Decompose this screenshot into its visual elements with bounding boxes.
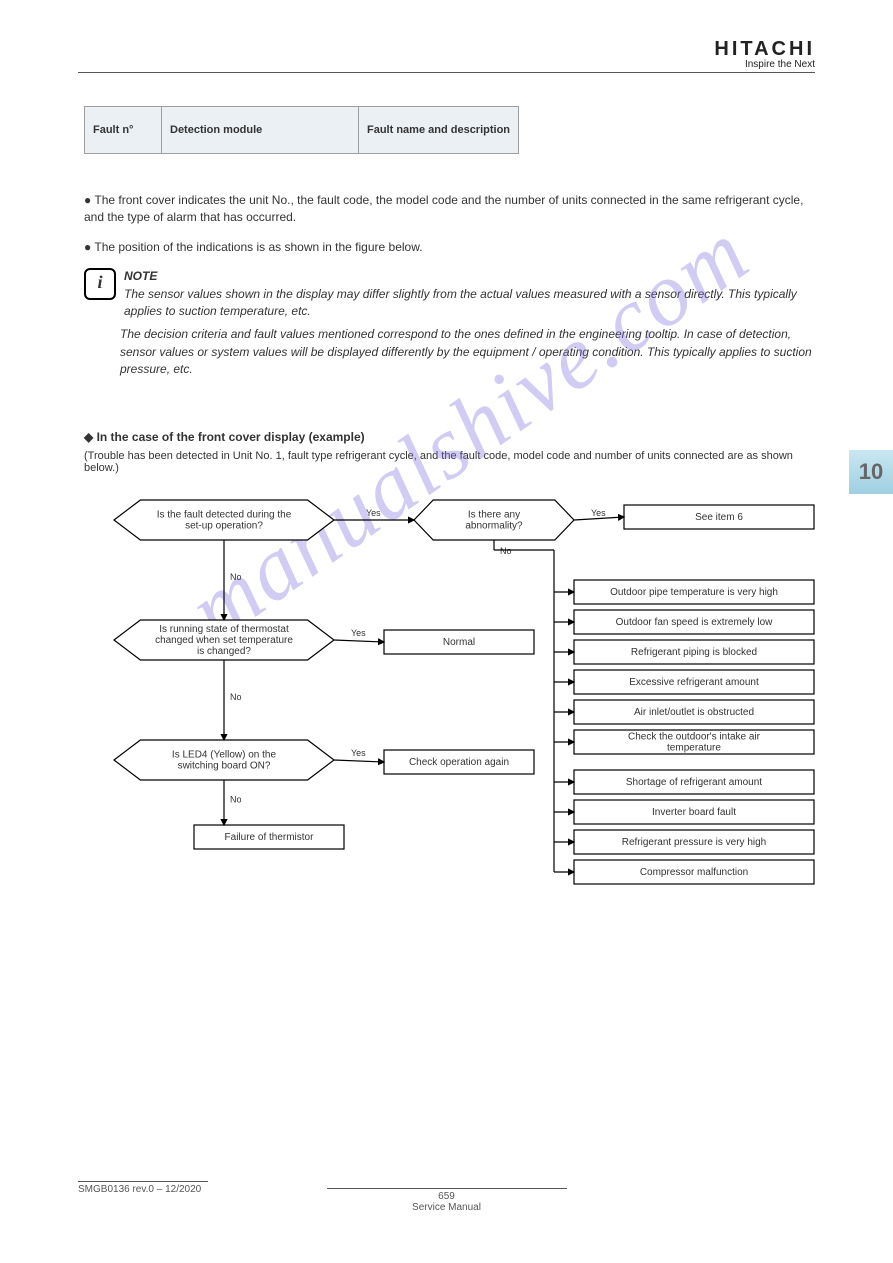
col-fault-description: Fault name and description	[359, 107, 519, 154]
svg-text:is changed?: is changed?	[197, 646, 251, 657]
svg-text:Failure of thermistor: Failure of thermistor	[225, 832, 315, 843]
svg-text:Refrigerant piping is blocked: Refrigerant piping is blocked	[631, 647, 757, 658]
svg-text:abnormality?: abnormality?	[465, 521, 523, 532]
note-text-2: The decision criteria and fault values m…	[120, 326, 815, 378]
svg-text:No: No	[500, 546, 512, 556]
svg-text:Outdoor pipe temperature is ve: Outdoor pipe temperature is very high	[610, 587, 778, 598]
svg-text:No: No	[230, 572, 242, 582]
svg-text:temperature: temperature	[667, 743, 721, 754]
col-detection-module: Detection module	[162, 107, 359, 154]
footer-left: SMGB0136 rev.0 – 12/2020	[78, 1181, 208, 1195]
svg-text:Compressor malfunction: Compressor malfunction	[640, 867, 748, 878]
page: HITACHI Inspire the Next Fault n° Detect…	[0, 0, 893, 1263]
svg-text:switching board ON?: switching board ON?	[178, 761, 271, 772]
svg-text:Air inlet/outlet is obstructed: Air inlet/outlet is obstructed	[634, 707, 754, 718]
footer-rule	[327, 1188, 567, 1189]
flowchart-svg: Is the fault detected during theset-up o…	[84, 490, 824, 910]
brand-logo: HITACHI Inspire the Next	[714, 38, 815, 70]
case-subtitle: (Trouble has been detected in Unit No. 1…	[84, 450, 804, 474]
flowchart: Is the fault detected during theset-up o…	[84, 490, 824, 910]
fault-table: Fault n° Detection module Fault name and…	[84, 106, 519, 154]
intro-p2: ● The position of the indications is as …	[84, 239, 815, 256]
footer: SMGB0136 rev.0 – 12/2020 659 Service Man…	[78, 1188, 815, 1213]
svg-text:Excessive refrigerant amount: Excessive refrigerant amount	[629, 677, 759, 688]
svg-text:Is there any: Is there any	[468, 510, 520, 521]
note-body-1: NOTE The sensor values shown in the disp…	[124, 268, 815, 320]
svg-text:set-up operation?: set-up operation?	[185, 521, 263, 532]
svg-text:Outdoor fan speed is extremely: Outdoor fan speed is extremely low	[616, 617, 774, 628]
info-icon: i	[84, 268, 116, 300]
col-fault-no: Fault n°	[85, 107, 162, 154]
svg-text:Inverter board fault: Inverter board fault	[652, 807, 736, 818]
brand-logo-text: HITACHI	[714, 38, 815, 61]
chapter-tab: 10	[849, 450, 893, 494]
note-row-1: i NOTE The sensor values shown in the di…	[84, 268, 815, 320]
svg-text:Check the outdoor's intake air: Check the outdoor's intake air	[628, 732, 761, 743]
case-title: ◆ In the case of the front cover display…	[84, 430, 365, 444]
svg-text:Check operation again: Check operation again	[409, 757, 509, 768]
svg-text:Yes: Yes	[351, 748, 366, 758]
table-header-row: Fault n° Detection module Fault name and…	[85, 107, 519, 154]
svg-text:Is running state of thermostat: Is running state of thermostat	[159, 624, 289, 635]
svg-text:Yes: Yes	[351, 628, 366, 638]
svg-text:Refrigerant pressure is very h: Refrigerant pressure is very high	[622, 837, 767, 848]
svg-text:See item 6: See item 6	[695, 512, 743, 523]
note-row-2: The decision criteria and fault values m…	[84, 326, 815, 378]
footer-docref: SMGB0136 rev.0 – 12/2020	[78, 1184, 201, 1195]
footer-subtitle: Service Manual	[78, 1202, 815, 1213]
svg-text:changed when set temperature: changed when set temperature	[155, 635, 293, 646]
note-text-1: The sensor values shown in the display m…	[124, 287, 797, 318]
svg-text:No: No	[230, 795, 242, 805]
svg-text:Normal: Normal	[443, 637, 475, 648]
svg-text:No: No	[230, 692, 242, 702]
intro-block: ● The front cover indicates the unit No.…	[84, 180, 815, 385]
svg-text:Shortage of refrigerant amount: Shortage of refrigerant amount	[626, 777, 762, 788]
svg-text:Is the fault detected during t: Is the fault detected during the	[157, 510, 292, 521]
intro-p1: ● The front cover indicates the unit No.…	[84, 192, 815, 227]
svg-text:Yes: Yes	[591, 508, 606, 518]
svg-text:Yes: Yes	[366, 508, 381, 518]
svg-text:Is LED4 (Yellow) on the: Is LED4 (Yellow) on the	[172, 750, 277, 761]
note-title: NOTE	[124, 269, 157, 283]
header-rule	[78, 72, 815, 73]
